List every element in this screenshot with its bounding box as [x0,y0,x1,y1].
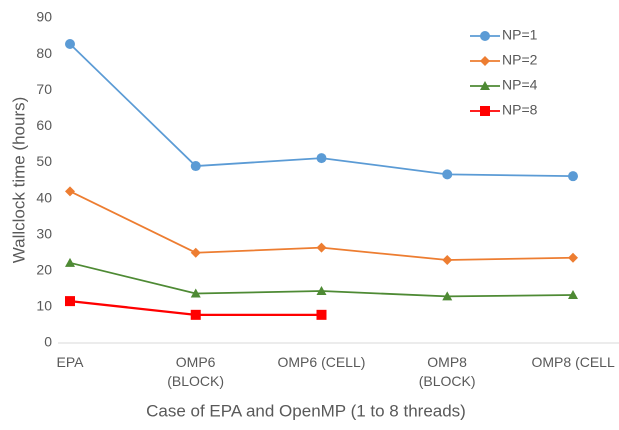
point [65,186,75,197]
y-tick-label: 80 [36,45,52,61]
y-tick-label: 20 [36,261,52,277]
point [568,171,578,182]
legend-label: NP=8 [502,102,538,118]
y-tick-label: 30 [36,225,52,241]
x-axis-title: Case of EPA and OpenMP (1 to 8 threads) [146,401,466,420]
y-tick-label: 40 [36,189,52,205]
x-tick-label: OMP8 (CELL [531,354,615,370]
point [190,161,201,172]
point [480,31,490,41]
point [316,286,327,295]
y-axis-title: Wallclock time (hours) [9,97,28,264]
point [480,106,490,116]
point [65,296,75,307]
point [480,56,490,66]
y-tick-label: 10 [36,298,52,314]
point [190,247,201,258]
y-tick-label: 50 [36,153,52,169]
y-tick-label: 0 [44,334,52,350]
point [316,153,327,164]
point [316,242,327,253]
legend-label: NP=4 [502,77,538,93]
point [568,252,578,263]
legend-label: NP=2 [502,52,538,68]
point [442,169,453,180]
point [480,81,490,90]
x-tick-label: OMP8 (BLOCK) [418,354,476,389]
point [190,288,201,298]
point [65,257,75,267]
y-tick-label: 60 [36,117,52,133]
y-tick-label: 90 [36,9,52,25]
x-tick-label: OMP6 (BLOCK) [167,354,225,389]
point [316,309,327,320]
y-tick-label: 70 [36,81,52,97]
point [65,39,75,49]
legend-label: NP=1 [502,27,538,43]
point [568,289,578,299]
point [442,254,453,265]
x-tick-label: EPA [56,354,84,370]
x-tick-label: OMP6 (CELL) [277,354,366,370]
point [442,291,453,301]
point [190,309,201,320]
